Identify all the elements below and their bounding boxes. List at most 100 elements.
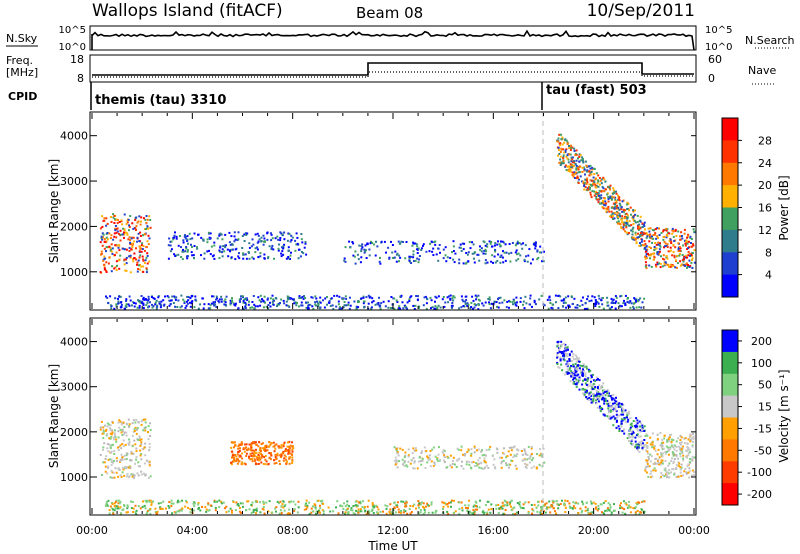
velocity-echo-cell — [422, 502, 425, 505]
power-echo-cell — [237, 255, 240, 258]
velocity-echo-cell — [220, 502, 223, 505]
velocity-echo-cell — [230, 509, 233, 512]
power-echo-cell — [683, 228, 686, 231]
velocity-echo-cell — [561, 369, 564, 372]
power-echo-cell — [614, 198, 617, 201]
velocity-echo-cell — [612, 397, 615, 400]
velocity-echo-cell — [620, 418, 623, 421]
velocity-echo-cell — [348, 505, 351, 508]
velocity-echo-cell — [110, 450, 113, 453]
velocity-echo-cell — [205, 508, 208, 511]
power-echo-cell — [593, 296, 596, 299]
power-echo-cell — [112, 216, 115, 219]
velocity-echo-cell — [531, 508, 534, 511]
power-echo-cell — [609, 188, 612, 191]
velocity-echo-cell — [385, 507, 388, 510]
velocity-echo-cell — [241, 452, 243, 455]
velocity-echo-cell — [491, 455, 494, 458]
power-echo-cell — [183, 300, 186, 303]
velocity-echo-cell — [236, 458, 239, 461]
power-echo-cell — [399, 242, 402, 245]
power-echo-cell — [561, 162, 564, 165]
velocity-echo-cell — [584, 391, 587, 394]
power-echo-cell — [246, 232, 249, 235]
power-echo-cell — [424, 295, 427, 298]
velocity-echo-cell — [571, 373, 574, 376]
velocity-xtick-label: 12:00 — [377, 524, 409, 537]
power-echo-cell — [368, 254, 371, 257]
velocity-echo-cell — [467, 507, 469, 510]
power-echo-cell — [164, 295, 166, 298]
velocity-echo-cell — [654, 469, 657, 472]
power-echo-cell — [625, 219, 628, 222]
velocity-echo-cell — [220, 500, 223, 503]
velocity-echo-cell — [673, 473, 676, 476]
velocity-echo-cell — [147, 425, 150, 428]
power-echo-cell — [371, 297, 374, 300]
velocity-echo-cell — [685, 449, 687, 452]
power-echo-cell — [524, 244, 527, 247]
power-echo-cell — [262, 306, 265, 309]
power-echo-cell — [115, 251, 118, 254]
power-echo-cell — [489, 242, 492, 245]
power-echo-cell — [117, 218, 119, 221]
velocity-echo-cell — [138, 437, 141, 439]
power-echo-cell — [679, 260, 682, 263]
power-echo-cell — [577, 178, 580, 181]
power-echo-cell — [494, 261, 497, 264]
velocity-echo-cell — [679, 468, 682, 471]
velocity-echo-cell — [403, 461, 406, 464]
velocity-echo-cell — [276, 452, 279, 455]
velocity-echo-cell — [578, 367, 581, 370]
velocity-echo-cell — [649, 472, 652, 475]
velocity-echo-cell — [167, 505, 170, 507]
power-echo-cell — [125, 303, 128, 306]
velocity-echo-cell — [558, 350, 561, 353]
power-echo-cell — [645, 253, 648, 256]
power-echo-cell — [645, 232, 648, 235]
power-echo-cell — [168, 299, 171, 302]
power-echo-cell — [636, 236, 639, 239]
power-echo-cell — [413, 260, 415, 262]
velocity-echo-cell — [250, 446, 253, 449]
velocity-echo-cell — [417, 500, 420, 503]
power-echo-cell — [187, 242, 189, 245]
velocity-echo-cell — [446, 502, 449, 505]
velocity-echo-cell — [571, 355, 574, 358]
power-echo-cell — [295, 243, 298, 246]
velocity-echo-cell — [119, 500, 122, 503]
power-echo-cell — [318, 307, 321, 310]
velocity-echo-cell — [446, 510, 449, 513]
velocity-echo-cell — [506, 504, 509, 507]
velocity-echo-cell — [225, 505, 228, 508]
power-echo-cell — [117, 302, 120, 305]
velocity-echo-cell — [658, 463, 661, 466]
velocity-echo-cell — [638, 420, 641, 423]
power-echo-cell — [677, 246, 680, 249]
power-echo-cell — [565, 139, 568, 142]
velocity-echo-cell — [627, 434, 630, 437]
velocity-echo-cell — [121, 456, 124, 459]
power-echo-cell — [540, 251, 543, 254]
power-echo-cell — [597, 201, 600, 204]
velocity-echo-cell — [645, 459, 648, 462]
power-echo-cell — [459, 246, 462, 249]
velocity-echo-cell — [126, 475, 128, 478]
velocity-echo-cell — [640, 443, 643, 446]
velocity-echo-cell — [563, 350, 566, 353]
power-echo-cell — [102, 259, 105, 262]
velocity-echo-cell — [452, 456, 455, 459]
power-echo-cell — [559, 295, 562, 298]
velocity-echo-cell — [589, 391, 592, 394]
velocity-echo-cell — [650, 476, 653, 479]
velocity-echo-cell — [189, 511, 192, 514]
velocity-echo-cell — [565, 346, 568, 349]
velocity-xaxis: 00:00 04:00 08:00 12:00 16:00 20:00 00:00 — [76, 319, 710, 537]
velocity-echo-cell — [403, 465, 406, 467]
power-echo-cell — [494, 244, 496, 247]
power-echo-cell — [163, 304, 165, 307]
velocity-echo-cell — [443, 501, 445, 504]
power-echo-cell — [182, 239, 185, 242]
power-echo-cell — [285, 304, 288, 307]
